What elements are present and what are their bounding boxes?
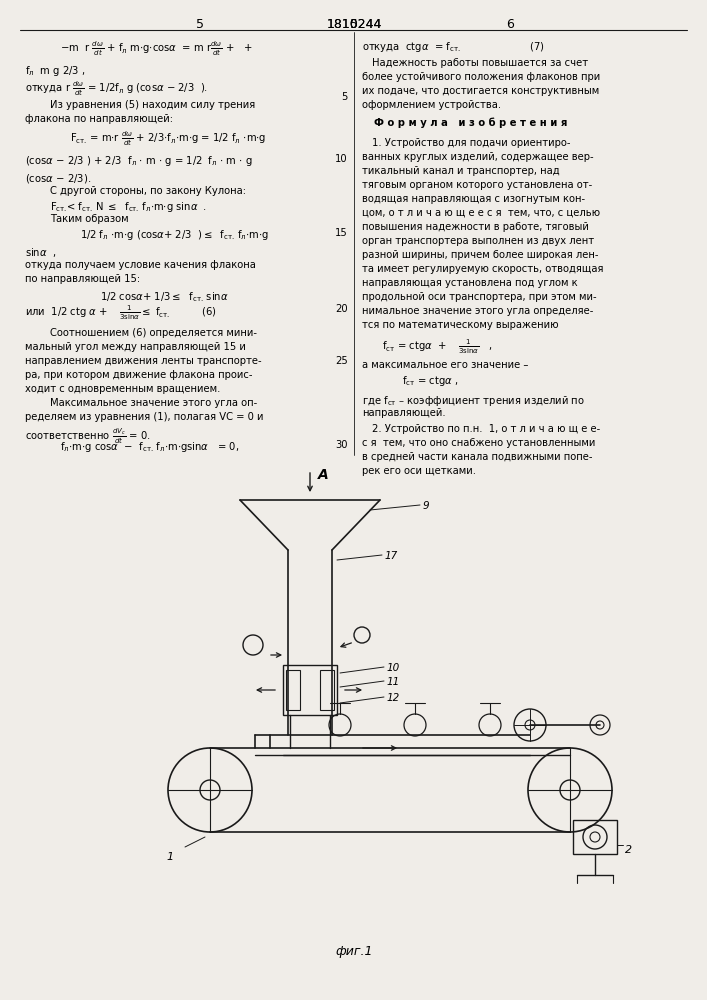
Text: 12: 12 xyxy=(387,693,400,703)
Text: ределяем из уравнения (1), полагая VС = 0 и: ределяем из уравнения (1), полагая VС = … xyxy=(25,412,264,422)
Text: 1810244: 1810244 xyxy=(327,18,382,31)
Text: f$_{\text{ст}}$ = ctg$\alpha$  +    $\frac{1}{3\text{sin}\alpha}$   ,: f$_{\text{ст}}$ = ctg$\alpha$ + $\frac{1… xyxy=(382,338,492,356)
Text: цом, о т л и ч а ю щ е е с я  тем, что, с целью: цом, о т л и ч а ю щ е е с я тем, что, с… xyxy=(362,208,600,218)
Text: соответственно $\frac{dV_c}{dt}$ = 0.: соответственно $\frac{dV_c}{dt}$ = 0. xyxy=(25,426,151,446)
Text: 2: 2 xyxy=(625,845,632,855)
Text: ванных круглых изделий, содержащее вер-: ванных круглых изделий, содержащее вер- xyxy=(362,152,594,162)
Text: откуда  ctg$\alpha$  = f$_{\text{ст.}}$                      (7): откуда ctg$\alpha$ = f$_{\text{ст.}}$ (7… xyxy=(362,40,545,54)
Text: 5: 5 xyxy=(350,18,358,31)
Text: F$_{\text{ст.}}$< f$_{\text{ст.}}$ N $\leq$  f$_{\text{ст.}}$ f$_{\text{л}}$$\cd: F$_{\text{ст.}}$< f$_{\text{ст.}}$ N $\l… xyxy=(50,200,207,214)
Text: где f$_{\text{ст}}$ – коэффициент трения изделий по: где f$_{\text{ст}}$ – коэффициент трения… xyxy=(362,394,585,408)
Text: 1. Устройство для подачи ориентиро-: 1. Устройство для подачи ориентиро- xyxy=(372,138,571,148)
Text: А: А xyxy=(318,468,329,482)
Text: их подаче, что достигается конструктивным: их подаче, что достигается конструктивны… xyxy=(362,86,600,96)
Text: 1: 1 xyxy=(166,852,173,862)
Text: более устойчивого положения флаконов при: более устойчивого положения флаконов при xyxy=(362,72,600,82)
Text: (cos$\alpha$ $-$ 2/3 ) + 2/3  f$_{\text{л}}$ $\cdot$ m $\cdot$ g = 1/2  f$_{\tex: (cos$\alpha$ $-$ 2/3 ) + 2/3 f$_{\text{л… xyxy=(25,154,252,168)
Text: 17: 17 xyxy=(385,551,398,561)
Text: тся по математическому выражению: тся по математическому выражению xyxy=(362,320,559,330)
Text: 6: 6 xyxy=(506,18,514,31)
Text: Надежность работы повышается за счет: Надежность работы повышается за счет xyxy=(372,58,588,68)
Text: 20: 20 xyxy=(335,304,348,314)
Text: Таким образом: Таким образом xyxy=(50,214,129,224)
Text: флакона по направляющей:: флакона по направляющей: xyxy=(25,114,173,124)
Text: тяговым органом которого установлена от-: тяговым органом которого установлена от- xyxy=(362,180,592,190)
Text: водящая направляющая с изогнутым кон-: водящая направляющая с изогнутым кон- xyxy=(362,194,585,204)
Text: 9: 9 xyxy=(423,501,430,511)
Text: 10: 10 xyxy=(387,663,400,673)
Text: рек его оси щетками.: рек его оси щетками. xyxy=(362,466,476,476)
Text: f$_{\text{л}}$  m g 2/3 ,: f$_{\text{л}}$ m g 2/3 , xyxy=(25,64,86,78)
Text: а максимальное его значение –: а максимальное его значение – xyxy=(362,360,528,370)
Text: повышения надежности в работе, тяговый: повышения надежности в работе, тяговый xyxy=(362,222,589,232)
Text: в средней части канала подвижными попе-: в средней части канала подвижными попе- xyxy=(362,452,592,462)
Text: 10: 10 xyxy=(335,154,348,164)
Text: нимальное значение этого угла определяе-: нимальное значение этого угла определяе- xyxy=(362,306,593,316)
Text: продольной оси транспортера, при этом ми-: продольной оси транспортера, при этом ми… xyxy=(362,292,597,302)
Text: оформлением устройства.: оформлением устройства. xyxy=(362,100,501,110)
Bar xyxy=(286,670,300,710)
Text: 30: 30 xyxy=(336,440,348,450)
Text: ра, при котором движение флакона проис-: ра, при котором движение флакона проис- xyxy=(25,370,252,380)
Text: 2. Устройство по п.н.  1, о т л и ч а ю щ е е-: 2. Устройство по п.н. 1, о т л и ч а ю щ… xyxy=(372,424,600,434)
Text: направляющая установлена под углом к: направляющая установлена под углом к xyxy=(362,278,578,288)
Text: Соотношением (6) определяется мини-: Соотношением (6) определяется мини- xyxy=(50,328,257,338)
Text: та имеет регулируемую скорость, отводящая: та имеет регулируемую скорость, отводяща… xyxy=(362,264,604,274)
Text: Ф о р м у л а   и з о б р е т е н и я: Ф о р м у л а и з о б р е т е н и я xyxy=(374,118,568,128)
Text: f$_{\text{ст}}$ = ctg$\alpha$ ,: f$_{\text{ст}}$ = ctg$\alpha$ , xyxy=(402,374,458,388)
Text: 1810244: 1810244 xyxy=(327,18,382,31)
Text: тикальный канал и транспортер, над: тикальный канал и транспортер, над xyxy=(362,166,560,176)
Text: орган транспортера выполнен из двух лент: орган транспортера выполнен из двух лент xyxy=(362,236,594,246)
Text: откуда получаем условие качения флакона: откуда получаем условие качения флакона xyxy=(25,260,256,270)
Bar xyxy=(320,670,334,710)
Text: F$_{\text{ст.}}$ = m$\cdot$r $\frac{d\omega}{dt}$ + 2/3$\cdot$f$_{\text{л}}$$\cd: F$_{\text{ст.}}$ = m$\cdot$r $\frac{d\om… xyxy=(70,130,267,148)
Text: (cos$\alpha$ $-$ 2/3).: (cos$\alpha$ $-$ 2/3). xyxy=(25,172,91,185)
Text: 5: 5 xyxy=(196,18,204,31)
Text: фиг.1: фиг.1 xyxy=(335,945,373,958)
Text: ходит с одновременным вращением.: ходит с одновременным вращением. xyxy=(25,384,221,394)
Text: Из уравнения (5) находим силу трения: Из уравнения (5) находим силу трения xyxy=(50,100,255,110)
Text: с я  тем, что оно снабжено установленными: с я тем, что оно снабжено установленными xyxy=(362,438,595,448)
Text: f$_{\text{л}}$$\cdot$m$\cdot$g cos$\alpha$  $-$  f$_{\text{ст.}}$ f$_{\text{л}}$: f$_{\text{л}}$$\cdot$m$\cdot$g cos$\alph… xyxy=(60,440,239,454)
Text: 15: 15 xyxy=(335,228,348,238)
Text: С другой стороны, по закону Кулона:: С другой стороны, по закону Кулона: xyxy=(50,186,246,196)
Bar xyxy=(573,820,617,854)
Text: $-$m  r $\frac{d\omega}{dt}$ + f$_{\text{л}}$ m$\cdot$g$\cdot$cos$\alpha$  = m r: $-$m r $\frac{d\omega}{dt}$ + f$_{\text{… xyxy=(60,40,252,58)
Text: разной ширины, причем более широкая лен-: разной ширины, причем более широкая лен- xyxy=(362,250,599,260)
Bar xyxy=(283,665,337,715)
Text: 5: 5 xyxy=(341,92,348,102)
Text: или  1/2 ctg $\alpha$ +    $\frac{1}{3\text{sin}\alpha}$$\leq$ f$_{\text{ст.}}$ : или 1/2 ctg $\alpha$ + $\frac{1}{3\text{… xyxy=(25,304,216,322)
Text: направлением движения ленты транспорте-: направлением движения ленты транспорте- xyxy=(25,356,262,366)
Text: 25: 25 xyxy=(335,356,348,366)
Text: откуда r $\frac{d\omega}{dt}$ = 1/2f$_{\text{л}}$ g (cos$\alpha$ $-$ 2/3  ).: откуда r $\frac{d\omega}{dt}$ = 1/2f$_{\… xyxy=(25,80,208,98)
Text: направляющей.: направляющей. xyxy=(362,408,445,418)
Text: по направляющей 15:: по направляющей 15: xyxy=(25,274,140,284)
Text: 11: 11 xyxy=(387,677,400,687)
Text: мальный угол между направляющей 15 и: мальный угол между направляющей 15 и xyxy=(25,342,246,352)
Text: 1/2 cos$\alpha$+ 1/3$\leq$  f$_{\text{ст.}}$ sin$\alpha$: 1/2 cos$\alpha$+ 1/3$\leq$ f$_{\text{ст.… xyxy=(100,290,228,304)
Text: sin$\alpha$  ,: sin$\alpha$ , xyxy=(25,246,57,259)
Text: 1/2 f$_{\text{л}}$ $\cdot$m$\cdot$g (cos$\alpha$+ 2/3  )$\leq$  f$_{\text{ст.}}$: 1/2 f$_{\text{л}}$ $\cdot$m$\cdot$g (cos… xyxy=(80,228,269,242)
Text: Максимальное значение этого угла оп-: Максимальное значение этого угла оп- xyxy=(50,398,257,408)
